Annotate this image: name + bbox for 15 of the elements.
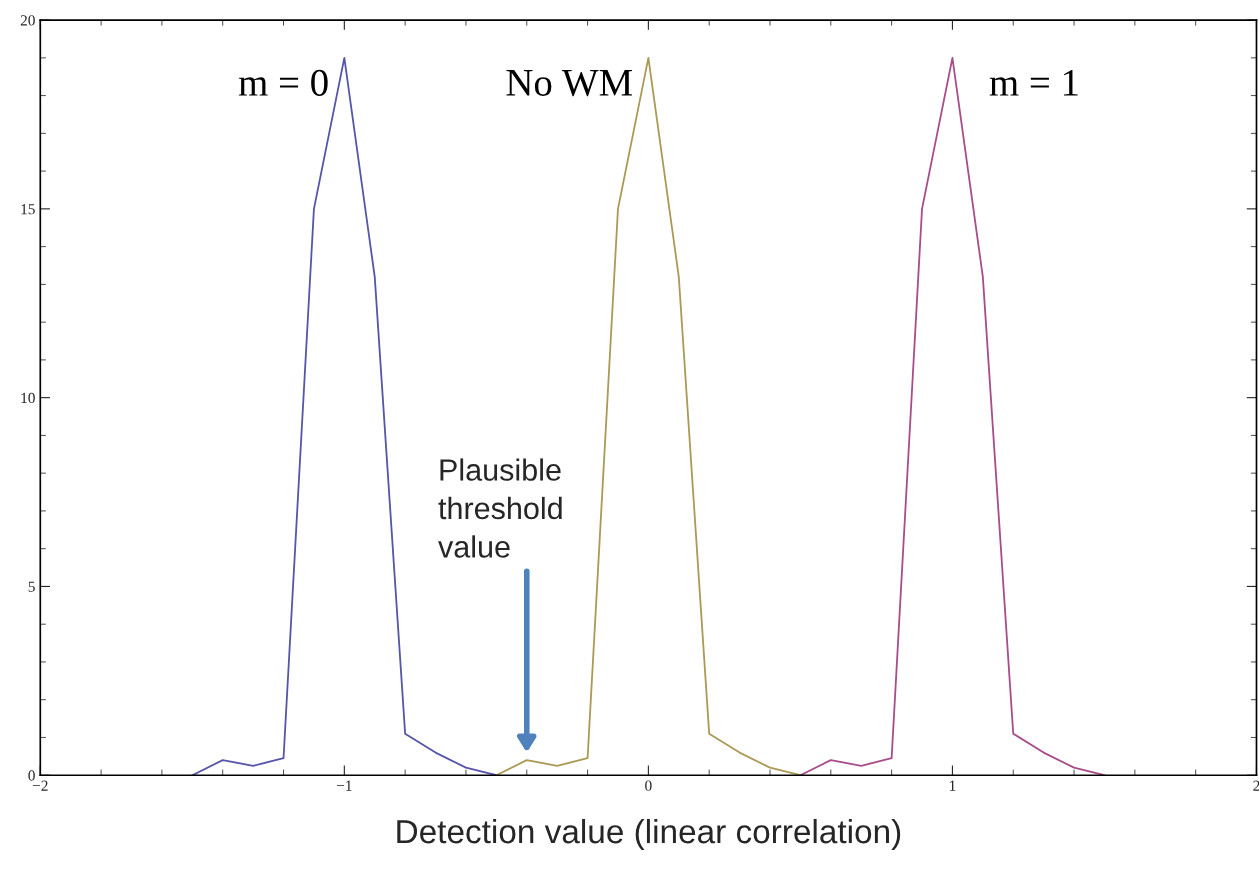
y-tick-label: 5 (28, 581, 35, 592)
series-label: m = 0 (238, 69, 328, 96)
annotation: Plausible threshold value (438, 458, 562, 558)
x-axis-title: Detection value (linear correlation) (397, 818, 901, 850)
x-tick-label: 1 (949, 780, 956, 791)
y-tick-label: 10 (21, 392, 35, 404)
x-tick-label: 0 (645, 780, 652, 791)
x-tick-label: −1 (336, 780, 352, 791)
y-tick-label: 0 (28, 770, 35, 781)
y-tick-label: 15 (21, 204, 35, 215)
x-tick-label: −2 (32, 780, 48, 791)
series-label: m = 1 (989, 69, 1078, 96)
x-tick-label: 2 (1253, 780, 1259, 791)
y-tick-label: 20 (20, 15, 35, 26)
series-label: No WM (506, 70, 633, 97)
